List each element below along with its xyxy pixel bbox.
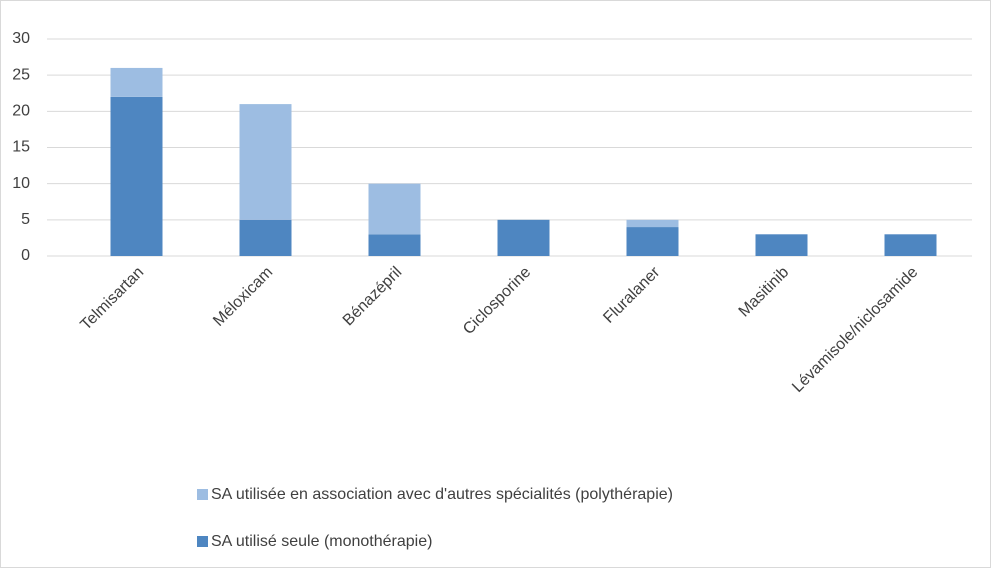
y-tick-label: 20 <box>12 103 30 120</box>
y-tick-label: 10 <box>12 175 30 192</box>
y-tick-label: 30 <box>12 30 30 47</box>
legend-label: SA utilisé seule (monothérapie) <box>211 533 432 550</box>
bar-segment <box>884 234 937 256</box>
y-tick-label: 25 <box>12 66 30 83</box>
legend-label: SA utilisée en association avec d'autres… <box>211 486 673 503</box>
bar-segment <box>110 67 163 97</box>
bar-segment <box>368 183 421 235</box>
bar-segment <box>626 219 679 228</box>
legend-swatch <box>197 489 208 500</box>
bar-segment <box>755 234 808 256</box>
bar-segment <box>368 234 421 256</box>
bar-segment <box>110 96 163 256</box>
bar-segment <box>497 219 550 256</box>
bar-segment <box>626 227 679 256</box>
legend-swatch <box>197 536 208 547</box>
bar-segment <box>239 219 292 256</box>
y-tick-label: 5 <box>21 211 30 228</box>
bar-segment <box>239 104 292 220</box>
y-tick-label: 15 <box>12 139 30 156</box>
y-tick-label: 0 <box>21 247 30 264</box>
